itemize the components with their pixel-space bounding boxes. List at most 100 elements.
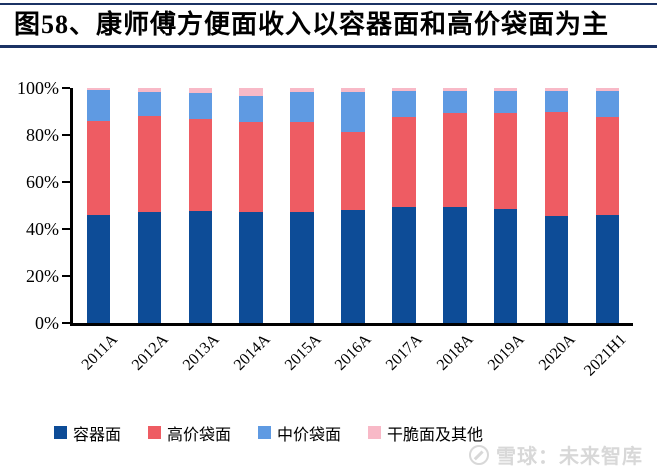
segment-premium-bag-noodles — [239, 121, 263, 213]
segment-premium-bag-noodles — [86, 120, 111, 215]
segment-container-noodles — [290, 212, 314, 323]
x-axis-tick-label: 2016A — [332, 330, 376, 374]
figure-header: 图58、康师傅方便面收入以容器面和高价袋面为主 — [0, 3, 657, 48]
segment-crispy-noodles-and-others — [544, 87, 569, 92]
stacked-bar-2018a — [443, 87, 467, 323]
segment-crispy-noodles-and-others — [239, 87, 263, 96]
y-axis: 0% 20% 40% 60% 80% 100% — [17, 78, 633, 333]
segment-crispy-noodles-and-others — [137, 87, 162, 93]
watermark-text: 雪球：未来智库 — [496, 446, 643, 468]
legend-swatch-container-noodles — [54, 426, 67, 440]
segment-container-noodles — [86, 214, 111, 323]
stacked-bar-2020a — [544, 87, 569, 323]
chart-legend: 容器面 高价袋面 中价袋面 干脆面及其他 — [54, 421, 657, 445]
y-axis-tick-label: 40% — [26, 218, 59, 239]
x-axis-tick-label: 2018A — [434, 330, 477, 374]
segment-mid-price-bag-noodles — [392, 91, 416, 117]
segment-container-noodles — [443, 207, 467, 323]
bar-slot — [226, 87, 277, 323]
plot-bars — [73, 87, 633, 323]
x-axis-tick-label: 2019A — [484, 330, 528, 374]
segment-premium-bag-noodles — [290, 121, 314, 213]
segment-premium-bag-noodles — [494, 113, 518, 209]
stacked-bar-chart: 0% 20% 40% 60% 80% 100% 2011A 2012A 2013A 2014A 2… — [17, 78, 633, 379]
segment-mid-price-bag-noodles — [86, 89, 111, 121]
legend-item-crispy-noodles-and-others: 干脆面及其他 — [368, 421, 483, 445]
watermark: 雪球：未来智库 — [469, 440, 643, 469]
segment-crispy-noodles-and-others — [392, 87, 416, 92]
y-axis-tick-mark — [62, 321, 70, 324]
segment-premium-bag-noodles — [341, 132, 365, 210]
segment-container-noodles — [595, 214, 620, 323]
x-axis-tick-label: 2014A — [230, 330, 274, 374]
segment-premium-bag-noodles — [544, 112, 569, 216]
y-axis-tick-label: 100% — [17, 77, 59, 98]
segment-container-noodles — [341, 209, 365, 323]
segment-premium-bag-noodles — [595, 116, 620, 215]
segment-container-noodles — [137, 212, 162, 323]
segment-container-noodles — [392, 207, 416, 323]
stacked-bar-2013a — [188, 87, 212, 323]
x-axis-tick-label: 2011A — [78, 330, 121, 373]
segment-crispy-noodles-and-others — [341, 87, 365, 93]
segment-crispy-noodles-and-others — [86, 87, 111, 90]
y-axis-tick-mark — [62, 133, 70, 136]
y-axis-tick-label: 80% — [26, 124, 59, 145]
x-axis-tick-label: 2013A — [179, 330, 223, 374]
x-axis-tick-label: 2017A — [383, 330, 426, 374]
segment-crispy-noodles-and-others — [188, 87, 212, 94]
x-axis-labels: 2011A 2012A 2013A 2014A 2015A 2016A 2017A 2018A… — [73, 323, 633, 401]
legend-item-container-noodles: 容器面 — [54, 421, 121, 445]
segment-premium-bag-noodles — [392, 116, 416, 208]
y-axis-tick-label: 20% — [26, 265, 59, 286]
y-axis-tick-mark — [62, 274, 70, 277]
segment-mid-price-bag-noodles — [544, 91, 569, 113]
segment-mid-price-bag-noodles — [595, 91, 620, 117]
bar-slot — [480, 87, 531, 323]
x-axis-tick-label: 2021H1 — [581, 330, 630, 380]
x-axis-tick-label: 2020A — [535, 330, 579, 374]
stacked-bar-2012a — [137, 87, 162, 323]
segment-mid-price-bag-noodles — [239, 95, 263, 122]
segment-mid-price-bag-noodles — [341, 92, 365, 133]
segment-premium-bag-noodles — [188, 119, 212, 211]
segment-premium-bag-noodles — [443, 113, 467, 208]
stacked-bar-2014a — [239, 87, 263, 323]
bar-slot — [429, 87, 480, 323]
legend-label-mid-price-bag-noodles: 中价袋面 — [277, 426, 342, 444]
figure-title: 图58、康师傅方便面收入以容器面和高价袋面为主 — [14, 10, 610, 39]
segment-container-noodles — [544, 215, 569, 323]
segment-mid-price-bag-noodles — [494, 91, 518, 114]
y-axis-tick-mark — [62, 227, 70, 230]
segment-mid-price-bag-noodles — [290, 92, 314, 122]
bar-slot — [175, 87, 226, 323]
x-axis-tick-label: 2015A — [281, 330, 325, 374]
segment-mid-price-bag-noodles — [137, 92, 162, 116]
y-axis-tick-label: 60% — [26, 171, 59, 192]
legend-label-premium-bag-noodles: 高价袋面 — [167, 426, 232, 444]
legend-swatch-premium-bag-noodles — [148, 426, 162, 440]
y-axis-tick-mark — [62, 86, 70, 89]
x-axis-tick-label: 2012A — [128, 330, 172, 374]
bar-slot — [378, 87, 429, 323]
legend-label-crispy-noodles-and-others: 干脆面及其他 — [387, 426, 484, 444]
bar-slot — [328, 87, 379, 323]
segment-premium-bag-noodles — [137, 115, 162, 213]
legend-swatch-mid-price-bag-noodles — [258, 426, 272, 440]
segment-container-noodles — [239, 212, 263, 323]
y-axis-tick-label: 0% — [35, 312, 59, 333]
stacked-bar-2017a — [392, 87, 416, 323]
bar-slot — [73, 87, 124, 323]
bar-slot — [582, 87, 633, 323]
segment-crispy-noodles-and-others — [290, 87, 314, 93]
stacked-bar-2016a — [341, 87, 365, 323]
legend-item-premium-bag-noodles: 高价袋面 — [148, 421, 231, 445]
segment-container-noodles — [494, 208, 518, 323]
legend-label-container-noodles: 容器面 — [73, 426, 122, 444]
segment-crispy-noodles-and-others — [494, 87, 518, 92]
bar-slot — [277, 87, 328, 323]
xueqiu-logo-icon — [469, 444, 489, 465]
bar-slot — [124, 87, 175, 323]
legend-item-mid-price-bag-noodles: 中价袋面 — [258, 421, 341, 445]
